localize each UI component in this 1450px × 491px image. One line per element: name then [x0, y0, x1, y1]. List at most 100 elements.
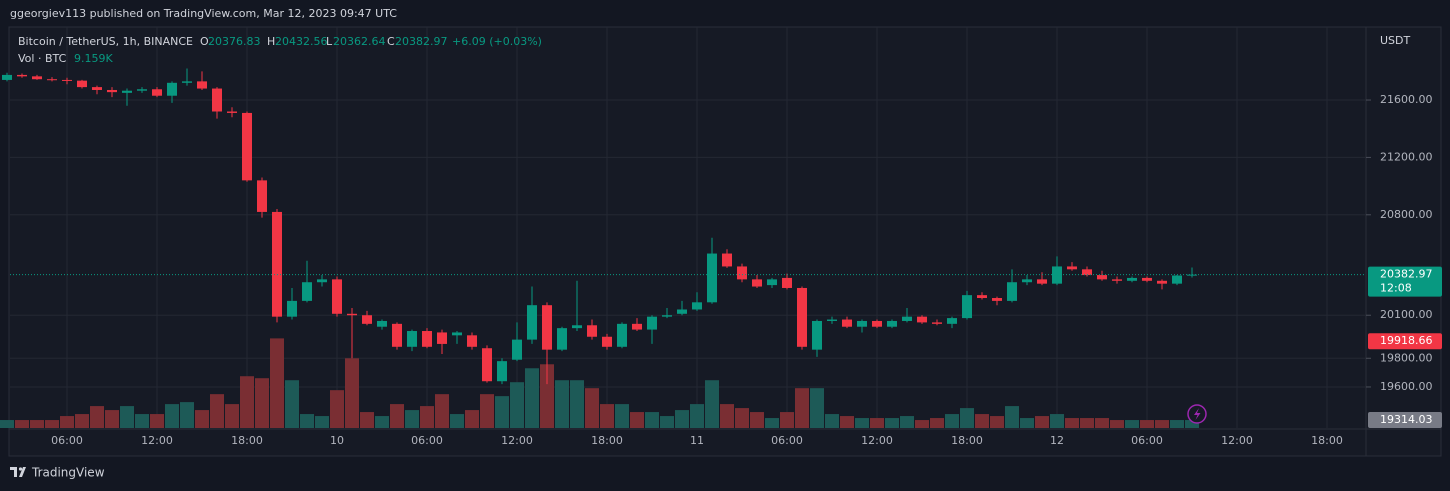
volume-bar [945, 414, 959, 428]
candle-body [707, 253, 717, 303]
last-price-label: 20382.97 [1380, 268, 1433, 281]
symbol: Bitcoin / TetherUS, 1h, BINANCE [18, 35, 193, 48]
candle-body [1097, 275, 1107, 280]
volume-bar [195, 410, 209, 428]
candle-body [1127, 277, 1137, 281]
volume-bar [120, 406, 134, 428]
candle-body [602, 336, 612, 347]
volume-bar [465, 410, 479, 428]
volume-bar [1155, 420, 1169, 428]
candle-body [407, 331, 417, 347]
volume-bar [900, 416, 914, 428]
volume-bar [60, 416, 74, 428]
price-tag [1368, 412, 1442, 428]
footer: TradingView [10, 466, 105, 480]
candle-body [422, 331, 432, 347]
candle-body [437, 332, 447, 344]
candle-body [47, 79, 57, 81]
chart-pane [8, 26, 1442, 457]
candle-body [482, 348, 492, 382]
volume-bar [915, 420, 929, 428]
volume-bar [1050, 414, 1064, 428]
candle-body [1112, 279, 1122, 281]
candle-body [152, 89, 162, 96]
alert-icon[interactable] [1187, 404, 1207, 424]
volume-bar [330, 390, 344, 428]
volume-bar [165, 404, 179, 428]
candle-body [512, 339, 522, 360]
y-tick-label: 20100.00 [1380, 308, 1433, 321]
candle-body [452, 332, 462, 336]
candle-body [1037, 279, 1047, 284]
volume-bar [270, 338, 284, 428]
candle-body [77, 80, 87, 88]
volume-bar [30, 420, 44, 428]
candle-body [722, 253, 732, 267]
x-tick-label: 18:00 [231, 434, 263, 447]
candle-body [662, 315, 672, 317]
volume-bar [285, 380, 299, 428]
volume-bar [795, 388, 809, 428]
candle-body [347, 313, 357, 316]
candle-body [542, 305, 552, 350]
change: +6.09 (+0.03%) [452, 35, 542, 48]
volume-bar [345, 358, 359, 428]
last-price-tag [1368, 266, 1442, 297]
x-tick-label: 06:00 [51, 434, 83, 447]
logo-dot [18, 467, 23, 471]
candle-body [182, 81, 192, 83]
volume-bar [735, 408, 749, 428]
x-tick-label: 10 [330, 434, 344, 447]
x-tick-label: 06:00 [1131, 434, 1163, 447]
price-tag [1368, 333, 1442, 350]
volume-bar [1035, 416, 1049, 428]
candle-body [227, 111, 237, 113]
volume-bar [720, 404, 734, 428]
volume-bar [810, 388, 824, 428]
candle-body [1007, 282, 1017, 301]
candle-body [107, 89, 117, 93]
volume-bar [540, 364, 554, 428]
candle-body [977, 295, 987, 299]
legend: Bitcoin / TetherUS, 1h, BINANCE O 20376.… [18, 35, 542, 65]
volume-bar [930, 418, 944, 428]
candle-body [992, 298, 1002, 301]
price-tag-label: 19918.66 [1380, 334, 1433, 347]
volume-bar [585, 388, 599, 428]
x-tick-label: 18:00 [591, 434, 623, 447]
volume-bar [690, 404, 704, 428]
x-tick-label: 12:00 [501, 434, 533, 447]
candle-body [857, 320, 867, 327]
volume-bar [870, 418, 884, 428]
candle-body [902, 316, 912, 321]
volume-bar [960, 408, 974, 428]
y-tick-label: 19600.00 [1380, 380, 1433, 393]
volume-bar [750, 412, 764, 428]
volume-bar [630, 412, 644, 428]
volume-bar [600, 404, 614, 428]
volume-bar [1065, 418, 1079, 428]
volume-bar [525, 368, 539, 428]
candle-body [1172, 275, 1182, 284]
volume-bar [1005, 406, 1019, 428]
candle-body [287, 300, 297, 317]
ohlc-c: C [387, 35, 395, 48]
volume-bar [495, 396, 509, 428]
x-tick-label: 06:00 [771, 434, 803, 447]
x-tick-label: 18:00 [951, 434, 983, 447]
volume-bar [1125, 420, 1139, 428]
volume-bar [0, 420, 14, 428]
volume-bar [705, 380, 719, 428]
x-tick-label: 12:00 [141, 434, 173, 447]
candle-body [257, 180, 267, 212]
alert-bolt[interactable] [1194, 408, 1201, 420]
candle-body [587, 325, 597, 337]
volume-bar [180, 402, 194, 428]
grid [10, 27, 1366, 428]
x-tick-label: 12 [1050, 434, 1064, 447]
volume-bar [825, 414, 839, 428]
volume-bar [150, 414, 164, 428]
y-tick-label: 21600.00 [1380, 93, 1433, 106]
volume-bar [360, 412, 374, 428]
